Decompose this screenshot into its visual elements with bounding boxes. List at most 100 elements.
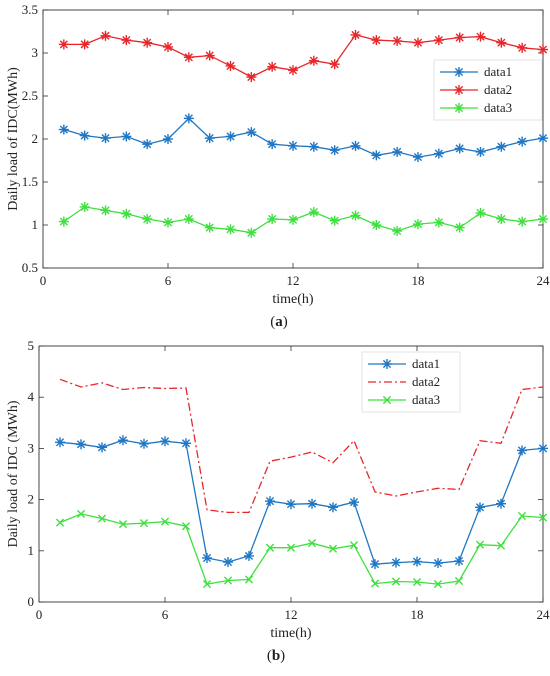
data-point-data2 <box>413 38 423 48</box>
data-point-data1 <box>181 438 191 448</box>
legend-marker-data1 <box>454 67 464 77</box>
data-point-data1 <box>392 147 402 157</box>
data-point-data2 <box>517 43 527 53</box>
data-point-data2 <box>246 72 256 82</box>
data-point-data3 <box>80 202 90 212</box>
data-point-data1 <box>226 131 236 141</box>
y-tick-label: 2 <box>28 492 35 507</box>
data-point-data1 <box>454 556 464 566</box>
data-point-data2 <box>226 61 236 71</box>
data-point-data1 <box>475 502 485 512</box>
data-point-data3 <box>288 215 298 225</box>
plot-frame <box>39 346 543 602</box>
data-point-data3 <box>59 217 69 227</box>
legend-label-data3: data3 <box>412 392 440 407</box>
x-axis-label: time(h) <box>272 292 314 307</box>
data-point-data2 <box>205 51 215 61</box>
legend-label-data2: data2 <box>412 374 440 389</box>
x-tick-label: 18 <box>412 273 425 288</box>
data-point-data1 <box>349 497 359 507</box>
x-tick-label: 0 <box>36 607 43 622</box>
data-point-data1 <box>328 502 338 512</box>
x-tick-label: 0 <box>40 273 47 288</box>
data-point-data1 <box>455 143 465 153</box>
data-point-data2 <box>309 56 319 66</box>
data-point-data1 <box>496 499 506 509</box>
data-point-data3 <box>413 219 423 229</box>
x-tick-label: 6 <box>162 607 169 622</box>
data-point-data2 <box>59 39 69 49</box>
data-point-data2 <box>538 45 548 55</box>
data-point-data2 <box>434 35 444 45</box>
data-point-data3 <box>226 224 236 234</box>
data-point-data1 <box>412 557 422 567</box>
data-point-data1 <box>205 133 215 143</box>
data-point-data1 <box>538 133 548 143</box>
data-point-data2 <box>142 38 152 48</box>
data-point-data2 <box>371 35 381 45</box>
x-tick-label: 6 <box>165 273 172 288</box>
legend-label-data1: data1 <box>412 356 440 371</box>
y-tick-label: 2.5 <box>22 88 38 103</box>
data-point-data1 <box>517 445 527 455</box>
data-point-data3 <box>517 217 527 227</box>
x-axis-label: time(h) <box>270 626 312 641</box>
y-tick-label: 3 <box>32 45 39 60</box>
data-point-data3 <box>371 220 381 230</box>
data-point-data1 <box>80 131 90 141</box>
legend-marker-data1 <box>382 359 392 369</box>
legend-marker-data3 <box>454 103 464 113</box>
data-point-data3 <box>496 214 506 224</box>
data-point-data1 <box>330 145 340 155</box>
data-point-data2 <box>267 62 277 72</box>
series-line-data3 <box>64 207 543 233</box>
legend-marker-data2 <box>454 85 464 95</box>
data-point-data3 <box>184 214 194 224</box>
data-point-data3 <box>434 217 444 227</box>
data-point-data1 <box>371 150 381 160</box>
legend-label-data1: data1 <box>484 64 512 79</box>
data-point-data3 <box>330 216 340 226</box>
data-point-data1 <box>160 436 170 446</box>
data-point-data1 <box>496 142 506 152</box>
series-line-data2 <box>60 379 543 512</box>
y-axis-label: Daily load of IDC(MWh) <box>6 67 21 211</box>
data-point-data2 <box>184 52 194 62</box>
legend-box <box>362 352 460 412</box>
data-point-data1 <box>121 131 131 141</box>
y-axis-label: Daily load of IDC (MWh) <box>6 400 21 547</box>
series-line-data3 <box>60 514 543 584</box>
data-point-data2 <box>101 31 111 41</box>
x-tick-label: 12 <box>285 607 298 622</box>
data-point-data1 <box>434 149 444 159</box>
data-point-data1 <box>265 496 275 506</box>
caption-b: (b) <box>267 648 285 664</box>
data-point-data2 <box>455 33 465 43</box>
y-tick-label: 1 <box>28 543 35 558</box>
data-point-data3 <box>121 209 131 219</box>
data-point-data1 <box>101 133 111 143</box>
data-point-data2 <box>496 38 506 48</box>
data-point-data3 <box>163 217 173 227</box>
legend-label-data2: data2 <box>484 82 512 97</box>
data-point-data3 <box>101 205 111 215</box>
data-point-data2 <box>80 39 90 49</box>
data-point-data3 <box>267 214 277 224</box>
y-tick-label: 3 <box>28 440 35 455</box>
data-point-data3 <box>142 214 152 224</box>
data-point-data1 <box>413 152 423 162</box>
data-point-data3 <box>246 228 256 238</box>
data-point-data2 <box>351 30 361 40</box>
caption-a: (a) <box>270 314 288 330</box>
data-point-data3 <box>309 207 319 217</box>
data-point-data1 <box>97 442 107 452</box>
data-point-data1 <box>476 147 486 157</box>
data-point-data1 <box>139 439 149 449</box>
data-point-data1 <box>55 437 65 447</box>
data-point-data1 <box>76 439 86 449</box>
data-point-data1 <box>538 443 548 453</box>
data-point-data1 <box>433 558 443 568</box>
data-point-data1 <box>118 435 128 445</box>
data-point-data3 <box>392 226 402 236</box>
